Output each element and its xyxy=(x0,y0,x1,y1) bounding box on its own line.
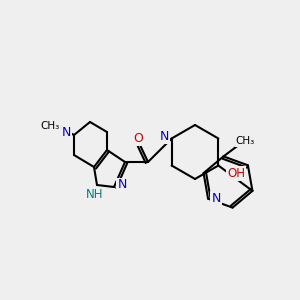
Text: N: N xyxy=(61,127,71,140)
Text: CH₃: CH₃ xyxy=(236,136,255,146)
Text: CH₃: CH₃ xyxy=(40,121,60,131)
Text: N: N xyxy=(117,178,127,191)
Text: O: O xyxy=(133,131,143,145)
Text: NH: NH xyxy=(86,188,104,200)
Text: OH: OH xyxy=(227,167,245,180)
Text: N: N xyxy=(160,130,169,143)
Text: N: N xyxy=(212,192,221,205)
